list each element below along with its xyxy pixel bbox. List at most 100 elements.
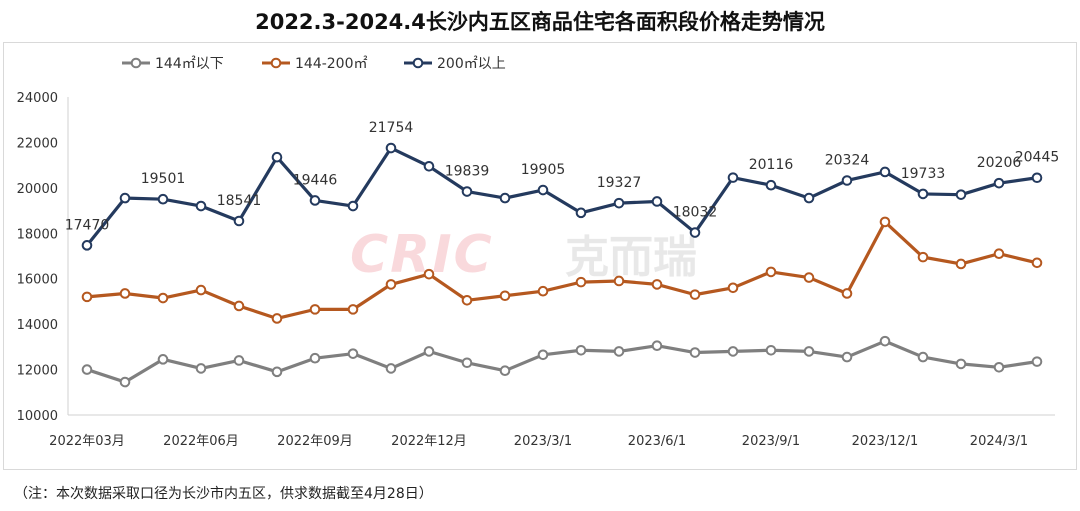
data-point [993, 362, 1005, 373]
data-point [347, 200, 359, 212]
data-point [233, 355, 245, 366]
x-tick-label: 2022年09月 [277, 434, 353, 449]
data-point [537, 184, 549, 196]
legend-marker [130, 57, 142, 69]
data-label: 19327 [597, 175, 642, 191]
data-point [651, 340, 663, 352]
data-point [689, 289, 701, 300]
data-point [499, 365, 511, 377]
x-tick-label: 2022年03月 [49, 434, 125, 449]
data-point [955, 189, 967, 200]
data-point [157, 354, 169, 365]
data-point [347, 304, 359, 315]
data-point [727, 282, 739, 294]
data-point [803, 192, 815, 204]
data-label: 19839 [445, 164, 490, 180]
data-point [271, 313, 283, 324]
data-point [347, 348, 359, 359]
data-point [423, 346, 435, 357]
data-point [765, 344, 777, 356]
data-point [917, 188, 929, 200]
data-point [233, 300, 245, 312]
data-point [651, 196, 663, 207]
data-label: 17470 [65, 217, 110, 233]
data-point [917, 351, 929, 363]
data-point [233, 215, 245, 227]
data-point [993, 177, 1005, 189]
data-point [841, 288, 853, 299]
x-tick-label: 2023/12/1 [852, 434, 919, 449]
x-tick-label: 2023/9/1 [742, 434, 800, 449]
legend-label: 200㎡以上 [437, 56, 506, 72]
series-line-2 [86, 220, 1038, 321]
watermark: CRIC 克而瑞 [350, 225, 697, 285]
x-tick-label: 2023/3/1 [514, 434, 572, 449]
data-point [651, 279, 663, 290]
data-point [1031, 356, 1043, 367]
x-tick-label: 2022年12月 [391, 434, 467, 449]
data-point [81, 364, 93, 375]
data-point [537, 285, 549, 297]
data-point [195, 284, 207, 296]
data-point [309, 195, 321, 206]
data-point [879, 166, 891, 178]
data-label: 18032 [673, 205, 718, 221]
data-point [1031, 257, 1043, 269]
data-label: 19733 [901, 166, 946, 182]
footnote: （注：本次数据采取口径为长沙市内五区，供求数据截至4月28日） [14, 486, 433, 502]
series-layer [81, 142, 1043, 388]
series-line-3 [85, 146, 1038, 247]
data-point [955, 258, 967, 270]
data-point [803, 272, 815, 283]
data-point [423, 160, 435, 172]
data-point [689, 227, 701, 238]
y-tick-label: 24000 [17, 91, 58, 106]
data-labels: 17470 19501 18541 19446 21754 19839 19905 19327… [65, 120, 1060, 233]
data-point [119, 192, 131, 204]
y-tick-label: 10000 [17, 409, 58, 424]
data-point [81, 291, 93, 303]
data-point [613, 197, 625, 209]
y-tick-label: 20000 [17, 182, 58, 197]
legend-label: 144-200㎡ [295, 56, 368, 72]
data-point [993, 248, 1005, 260]
data-point [575, 344, 587, 356]
data-point [803, 346, 815, 357]
data-point [841, 175, 853, 186]
data-point [1031, 172, 1043, 184]
data-point [385, 142, 397, 154]
data-point [613, 275, 625, 287]
data-point [461, 186, 473, 197]
line-chart: CRIC 克而瑞 10000 12000 14000 16000 18000 20000 2… [17, 56, 1060, 449]
data-label: 19446 [293, 172, 338, 188]
data-point [461, 357, 473, 369]
data-point [765, 179, 777, 191]
x-tick-label: 2022年06月 [163, 434, 239, 449]
chart-frame [3, 42, 1077, 470]
y-tick-label: 18000 [17, 227, 58, 242]
data-point [195, 200, 207, 212]
y-tick-label: 22000 [17, 136, 58, 151]
data-point [955, 358, 967, 370]
data-label: 19501 [141, 171, 186, 187]
data-point [499, 192, 511, 204]
data-label: 20116 [749, 157, 794, 173]
legend: 144㎡以下 144-200㎡ 200㎡以上 [122, 56, 506, 72]
x-tick-label: 2024/3/1 [970, 434, 1028, 449]
legend-marker [412, 57, 424, 69]
data-label: 20445 [1015, 150, 1060, 166]
data-point [309, 304, 321, 315]
data-label: 20324 [825, 152, 870, 168]
data-point [917, 251, 929, 263]
data-point [461, 294, 473, 306]
chart-title: 2022.3-2024.4长沙内五区商品住宅各面积段价格走势情况 [255, 10, 825, 34]
x-tick-label: 2023/6/1 [628, 434, 686, 449]
data-label: 20206 [977, 155, 1022, 171]
data-point [195, 363, 207, 374]
data-point [841, 351, 853, 363]
y-tick-label: 16000 [17, 273, 58, 288]
data-label: 18541 [217, 193, 262, 209]
data-point [157, 193, 169, 205]
data-point [575, 276, 587, 288]
data-point [81, 240, 93, 251]
